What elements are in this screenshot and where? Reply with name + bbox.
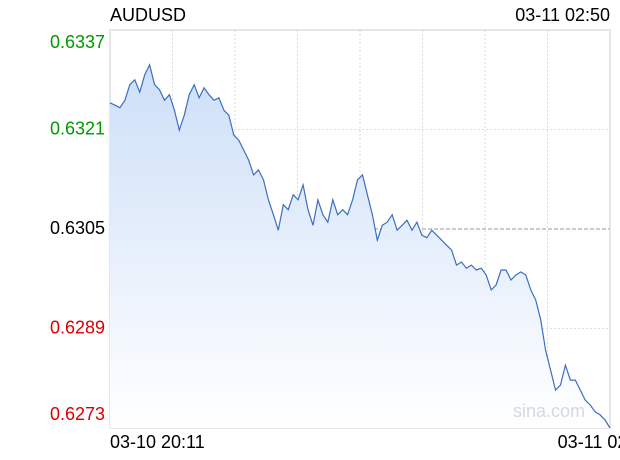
price-line (109, 63, 611, 429)
y-tick-label: 0.6337 (50, 32, 105, 52)
timestamp: 03-11 02:50 (515, 5, 610, 25)
x-tick-label: 03-10 20:11 (110, 432, 205, 452)
area-fill (110, 64, 610, 429)
y-tick-label: 0.6305 (50, 218, 105, 238)
y-tick-label: 0.6321 (50, 118, 105, 138)
watermark: sina.com (513, 401, 585, 421)
y-tick-label: 0.6273 (50, 404, 105, 424)
x-tick-label: 03-11 02:49 (558, 432, 620, 452)
chart-title: AUDUSD (110, 5, 186, 25)
y-tick-label: 0.6289 (50, 317, 105, 337)
